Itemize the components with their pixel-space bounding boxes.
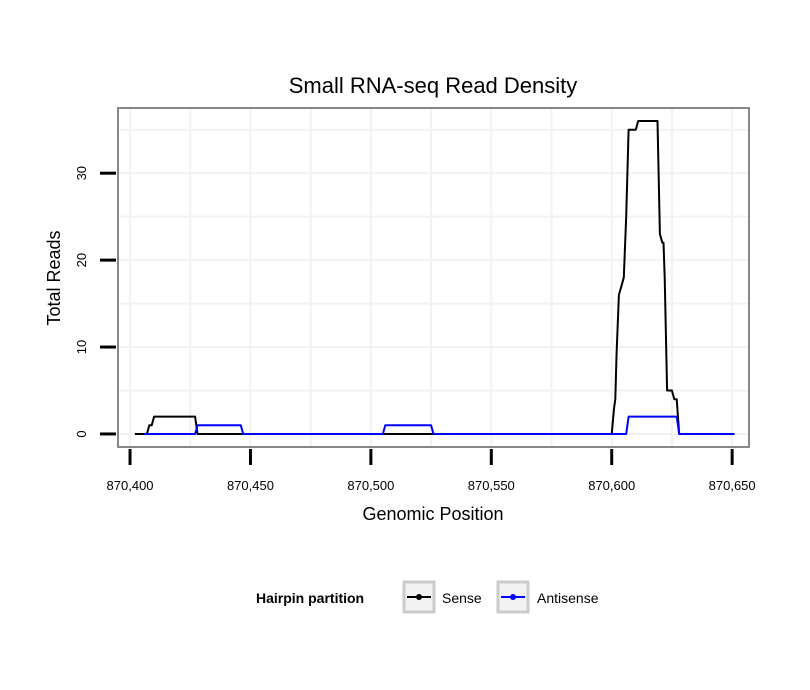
legend-item-sense: Sense [402, 580, 482, 614]
series-line-sense [134, 120, 735, 435]
plot-panel [118, 108, 749, 447]
series-lines [134, 120, 735, 435]
y-tick-label: 20 [74, 253, 89, 267]
x-tick-label: 870,650 [709, 478, 756, 493]
chart-title: Small RNA-seq Read Density [289, 73, 578, 98]
legend-item-antisense: Antisense [496, 580, 599, 614]
legend-marker-antisense [510, 594, 516, 600]
y-axis: 0 10 20 30 [74, 166, 116, 438]
y-tick-label: 30 [74, 166, 89, 180]
x-axis: 870,400 870,450 870,500 870,550 870,600 870,6… [107, 449, 756, 493]
x-tick-label: 870,450 [227, 478, 274, 493]
legend-title: Hairpin partition [256, 590, 364, 606]
y-tick-label: 10 [74, 340, 89, 354]
x-tick-label: 870,550 [468, 478, 515, 493]
x-tick-label: 870,400 [107, 478, 154, 493]
legend-label-sense: Sense [442, 590, 482, 606]
x-tick-label: 870,600 [588, 478, 635, 493]
x-axis-title: Genomic Position [362, 504, 503, 524]
series-line-antisense [144, 415, 735, 435]
legend: Hairpin partition Sense Antisense [256, 580, 599, 614]
plot-border [117, 107, 750, 448]
y-axis-title: Total Reads [44, 230, 64, 325]
legend-marker-sense [416, 594, 422, 600]
legend-label-antisense: Antisense [537, 590, 599, 606]
y-tick-label: 0 [74, 430, 89, 437]
x-tick-label: 870,500 [347, 478, 394, 493]
